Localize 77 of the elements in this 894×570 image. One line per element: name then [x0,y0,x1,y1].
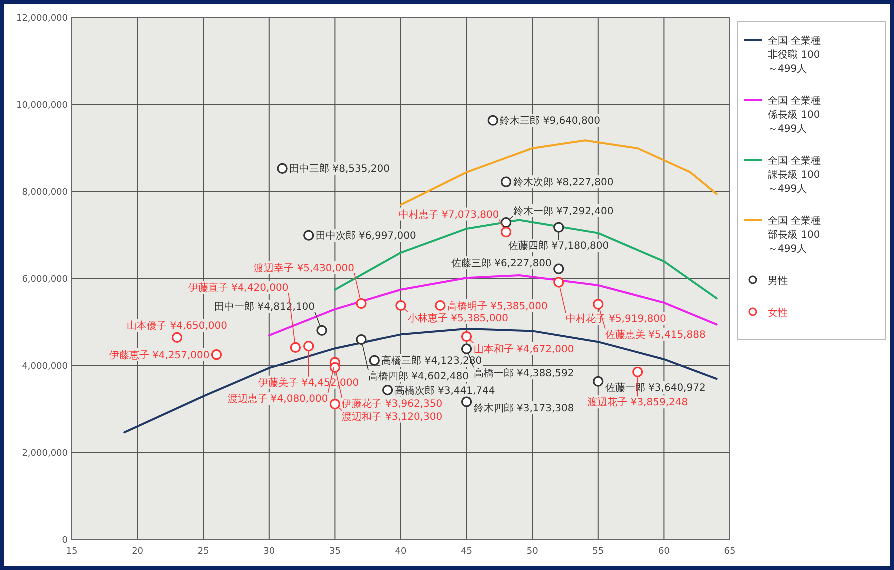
point [632,366,644,378]
legend-label: 全国 全業種非役職 100～499人 [768,35,822,75]
point [382,384,394,396]
y-tick-label: 10,000,000 [16,101,68,111]
annotation: 高橋一郎 ¥4,388,592 [474,368,574,380]
point [500,217,512,228]
annotation: 佐藤恵美 ¥5,415,888 [605,328,706,341]
annotation: 高橋明子 ¥5,385,000 [447,300,548,312]
annotation: 渡辺恵子 ¥4,080,000 [228,393,328,406]
annotation: 鈴木次郎 ¥8,227,800 [513,176,614,189]
annotation: 鈴木四郎 ¥3,173,308 [474,402,574,414]
annotation: 伊藤恵子 ¥4,257,000 [109,349,210,362]
point [462,396,472,408]
point [593,376,604,387]
x-tick-label: 55 [592,547,604,557]
x-tick-label: 30 [264,547,276,557]
legend-label: 全国 全業種課長級 100～499人 [768,155,822,195]
legend-label: 女性 [768,307,788,319]
legend-label: 全国 全業種係長級 100～499人 [768,95,822,135]
x-tick-label: 15 [66,547,78,557]
x-tick-label: 25 [198,547,210,557]
point [290,342,302,354]
point [462,331,472,342]
x-tick-label: 65 [724,547,736,557]
point [356,298,367,310]
point [488,115,498,126]
point [462,344,472,354]
x-tick-label: 60 [658,547,670,557]
point [369,355,380,366]
point [304,230,314,241]
annotation: 渡辺和子 ¥3,120,300 [342,410,443,423]
point [554,264,564,274]
annotation: 高橋次郎 ¥3,441,744 [394,384,496,397]
annotation: 佐藤三郎 ¥6,227,800 [451,258,552,270]
annotation: 山本優子 ¥4,650,000 [127,320,228,332]
legend-label: 男性 [768,275,788,287]
y-tick-label: 4,000,000 [22,362,68,372]
point [330,362,340,373]
annotation: 山本和子 ¥4,672,000 [474,343,574,356]
line-series [400,140,718,206]
point [277,163,288,174]
x-tick-label: 40 [395,547,407,557]
annotation: 伊藤直子 ¥4,420,000 [188,282,289,294]
x-tick-label: 20 [132,547,144,557]
annotation: 鈴木三郎 ¥9,640,800 [500,115,601,128]
point [330,398,340,410]
y-tick-label: 12,000,000 [16,14,68,24]
y-tick-label: 2,000,000 [22,449,68,459]
point [500,226,512,238]
annotation: 渡辺幸子 ¥5,430,000 [254,262,355,274]
annotation: 伊藤花子 ¥3,962,350 [342,398,443,410]
y-tick-label: 6,000,000 [22,275,68,285]
annotation: 鈴木一郎 ¥7,292,400 [513,205,614,218]
x-tick-label: 35 [329,547,341,557]
annotation: 中村恵子 ¥7,073,800 [398,208,500,221]
point [396,300,406,312]
point [593,299,604,310]
annotation: 高橋四郎 ¥4,602,480 [368,370,469,382]
point [554,222,564,233]
legend-label: 全国 全業種部長級 100～499人 [768,215,822,255]
point [211,350,222,360]
point [356,334,367,346]
point [554,277,564,288]
y-tick-label: 0 [62,536,68,546]
annotation: 佐藤四郎 ¥7,180,800 [508,240,610,252]
x-tick-label: 45 [461,547,473,557]
y-tick-label: 8,000,000 [22,188,68,198]
point [304,341,314,352]
x-tick-label: 50 [526,547,539,557]
point [172,332,183,344]
point [500,176,512,188]
point [316,325,328,336]
annotation: 田中三郎 ¥8,535,200 [290,163,390,176]
point [435,300,446,312]
annotation: 渡辺花子 ¥3,859,248 [588,396,688,409]
annotation: 田中次郎 ¥6,997,000 [316,230,416,242]
annotation: 小林恵子 ¥5,385,000 [408,312,508,324]
